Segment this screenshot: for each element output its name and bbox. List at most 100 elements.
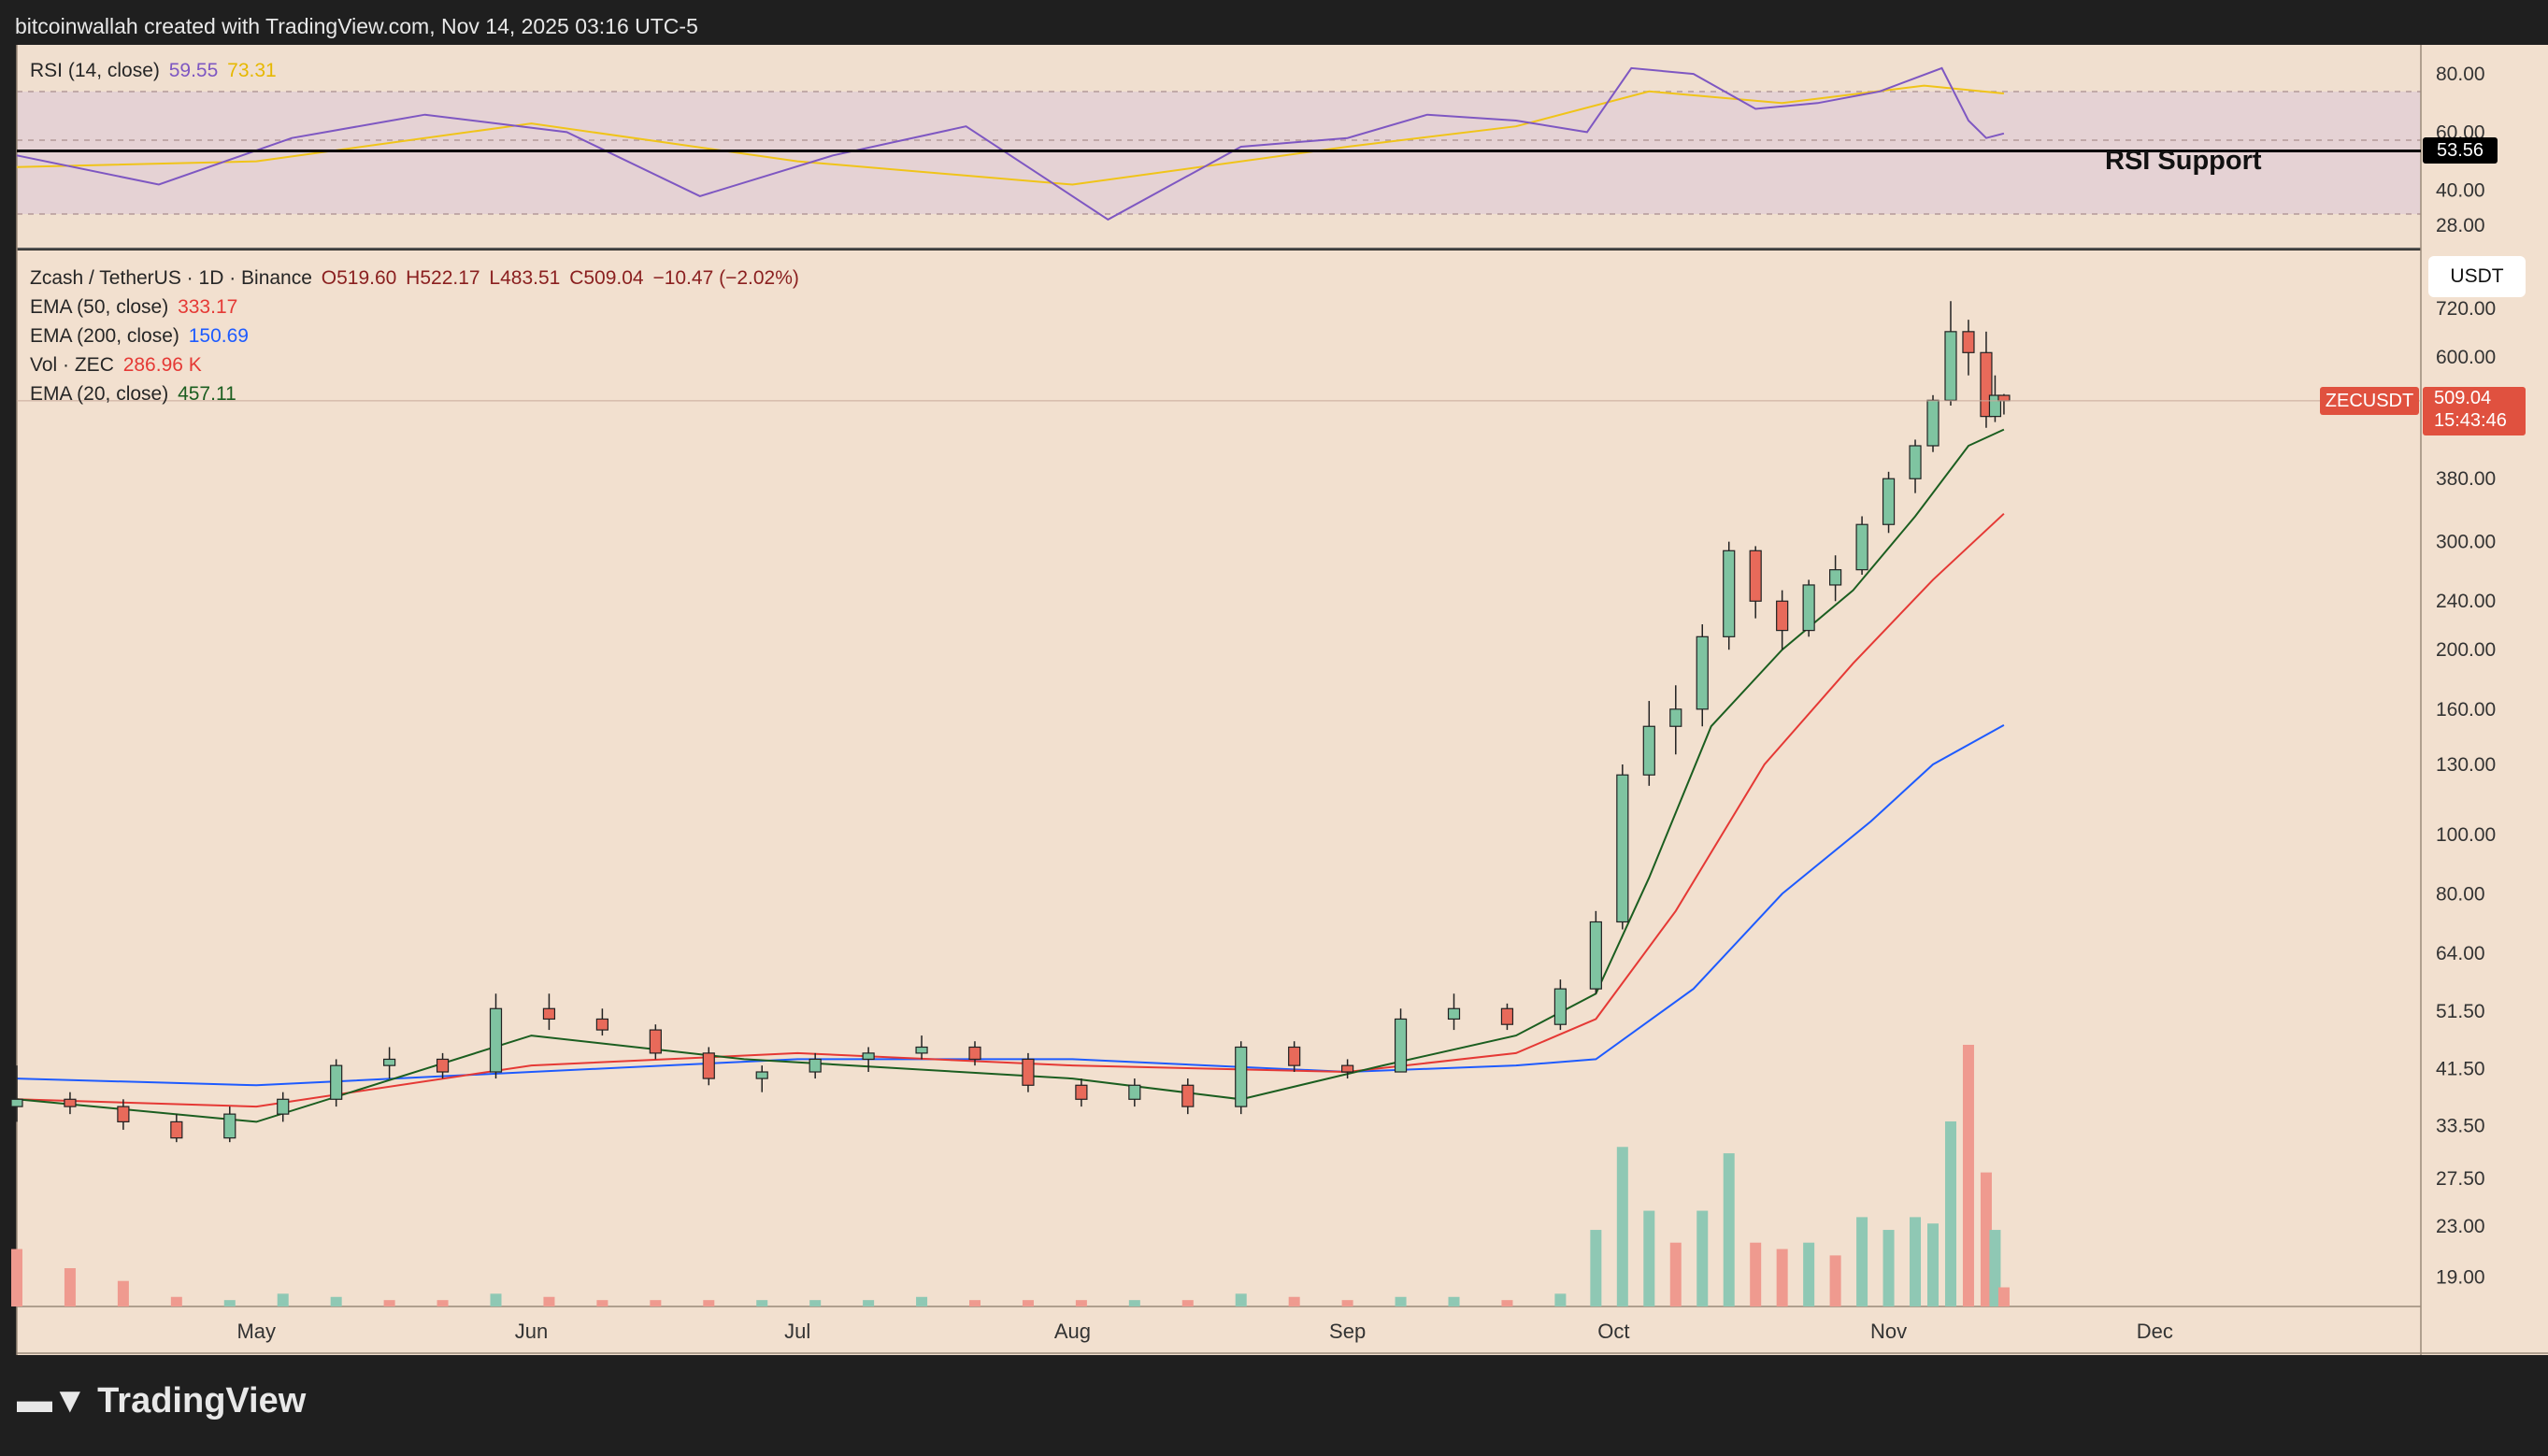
volume-bar-37	[1776, 1249, 1788, 1306]
volume-bar-29	[1554, 1293, 1567, 1306]
candle-body-19	[1022, 1058, 1035, 1086]
price-tick-5: 200.00	[2436, 639, 2496, 661]
volume-bars	[11, 1045, 2010, 1306]
rsi-value: 59.55	[168, 60, 219, 81]
month-label-2: Jul	[784, 1320, 810, 1343]
candle-body-15	[809, 1058, 822, 1073]
axis-ticks: 720.00 600.00 380.00 300.00 240.00 200.00 160.…	[236, 64, 2496, 1343]
volume-bar-47	[1989, 1230, 2001, 1306]
candle-body-27	[1447, 1007, 1461, 1021]
volume-bar-39	[1829, 1255, 1841, 1306]
main-panel-bg	[17, 250, 2421, 1355]
candle-body-6	[330, 1064, 343, 1100]
ema50-value: 333.17	[178, 296, 238, 318]
last-price-value: 509.04	[2434, 387, 2492, 408]
price-tick-9: 80.00	[2436, 883, 2485, 905]
rsi-ma-value: 73.31	[227, 60, 277, 81]
main-legend: Zcash / TetherUS · 1D · Binance O519.60 …	[30, 264, 803, 408]
footer	[0, 1355, 2548, 1456]
candle-body-45	[1962, 331, 1975, 353]
candle-body-26	[1394, 1018, 1408, 1073]
price-tick-4: 240.00	[2436, 591, 2496, 612]
candle-body-20	[1075, 1084, 1088, 1100]
candle-body-29	[1553, 988, 1567, 1025]
volume-bar-18	[969, 1300, 981, 1306]
candle-body-34	[1696, 635, 1709, 710]
month-label-6: Nov	[1870, 1320, 1907, 1343]
volume-bar-4	[223, 1300, 236, 1306]
volume-bar-40	[1856, 1217, 1868, 1306]
ohlc-close: C509.04	[569, 267, 644, 289]
candle-body-5	[277, 1098, 290, 1115]
volume-bar-38	[1803, 1242, 1815, 1306]
last-price-tag: 509.04 15:43:46	[2423, 386, 2526, 435]
volume-bar-19	[1022, 1300, 1034, 1306]
tradingview-logo: ▬▼ TradingView	[17, 1381, 306, 1421]
volume-bar-11	[596, 1300, 608, 1306]
volume-row: Vol · ZEC 286.96 K	[30, 350, 803, 379]
ohlc-change: −10.47 (−2.02%)	[652, 267, 799, 289]
ema50-line	[16, 512, 2005, 1108]
candle-body-41	[1882, 478, 1896, 525]
candle-body-10	[542, 1007, 556, 1021]
candle-body-14	[755, 1071, 768, 1079]
month-label-0: May	[236, 1320, 276, 1343]
candle-body-23	[1235, 1046, 1248, 1107]
price-tick-0: 720.00	[2436, 298, 2496, 320]
rsi-line	[16, 66, 2005, 221]
rsi-ma-line	[16, 84, 2004, 186]
candle-body-3	[170, 1121, 183, 1139]
price-tick-12: 41.50	[2436, 1059, 2485, 1080]
ohlc-high: H522.17	[406, 267, 480, 289]
volume-bar-33	[1669, 1242, 1682, 1306]
price-tick-2: 380.00	[2436, 468, 2496, 490]
candle-body-4	[223, 1113, 236, 1139]
price-tick-16: 19.00	[2436, 1266, 2485, 1288]
candle-body-2	[117, 1106, 130, 1122]
currency-selector[interactable]: USDT	[2428, 256, 2526, 297]
volume-bar-34	[1696, 1210, 1709, 1306]
month-label-7: Dec	[2137, 1320, 2173, 1343]
candle-body-44	[1944, 331, 1957, 401]
volume-bar-26	[1395, 1296, 1407, 1306]
ema200-line	[16, 724, 2005, 1087]
candle-body-37	[1776, 600, 1789, 632]
volume-bar-24	[1288, 1296, 1300, 1306]
volume-bar-1	[64, 1268, 76, 1306]
candle-body-36	[1749, 550, 1762, 602]
header-title: bitcoinwallah created with TradingView.c…	[15, 14, 698, 38]
ema20-label: EMA (20, close)	[30, 383, 169, 405]
candle-body-22	[1181, 1084, 1195, 1107]
volume-label: Vol · ZEC	[30, 354, 114, 376]
month-label-1: Jun	[515, 1320, 548, 1343]
candle-body-32	[1642, 725, 1655, 776]
candle-body-30	[1589, 921, 1602, 990]
rsi-support-tag: 53.56	[2423, 137, 2498, 164]
ohlc-open: O519.60	[321, 267, 397, 289]
candle-body-42	[1909, 445, 1922, 479]
price-tick-1: 600.00	[2436, 347, 2496, 368]
month-label-5: Oct	[1597, 1320, 1629, 1343]
candle-body-7	[383, 1058, 396, 1066]
candle-body-9	[489, 1007, 503, 1073]
chart-header: bitcoinwallah created with TradingView.c…	[0, 0, 2548, 45]
price-tick-14: 27.50	[2436, 1168, 2485, 1190]
ema200-row: EMA (200, close) 150.69	[30, 321, 803, 350]
rsi-label: RSI (14, close)	[30, 60, 160, 81]
rsi-lines	[16, 66, 2005, 221]
volume-bar-3	[170, 1296, 182, 1306]
brand-name: TradingView	[97, 1381, 307, 1420]
candle-body-18	[968, 1046, 981, 1061]
volume-value: 286.96 K	[122, 354, 202, 376]
chart-area[interactable]: 720.00 600.00 380.00 300.00 240.00 200.00 160.…	[0, 0, 2548, 1355]
volume-bar-45	[1962, 1045, 1974, 1306]
candle-body-40	[1855, 523, 1868, 571]
countdown: 15:43:46	[2434, 409, 2507, 431]
ema200-value: 150.69	[188, 325, 249, 347]
volume-bar-22	[1181, 1300, 1194, 1306]
symbol-price-tag: ZECUSDT	[2320, 386, 2419, 415]
candle-body-25	[1341, 1064, 1354, 1073]
logo-mark-icon: ▬▼	[17, 1381, 98, 1420]
volume-bar-41	[1882, 1230, 1895, 1306]
volume-bar-16	[863, 1300, 875, 1306]
